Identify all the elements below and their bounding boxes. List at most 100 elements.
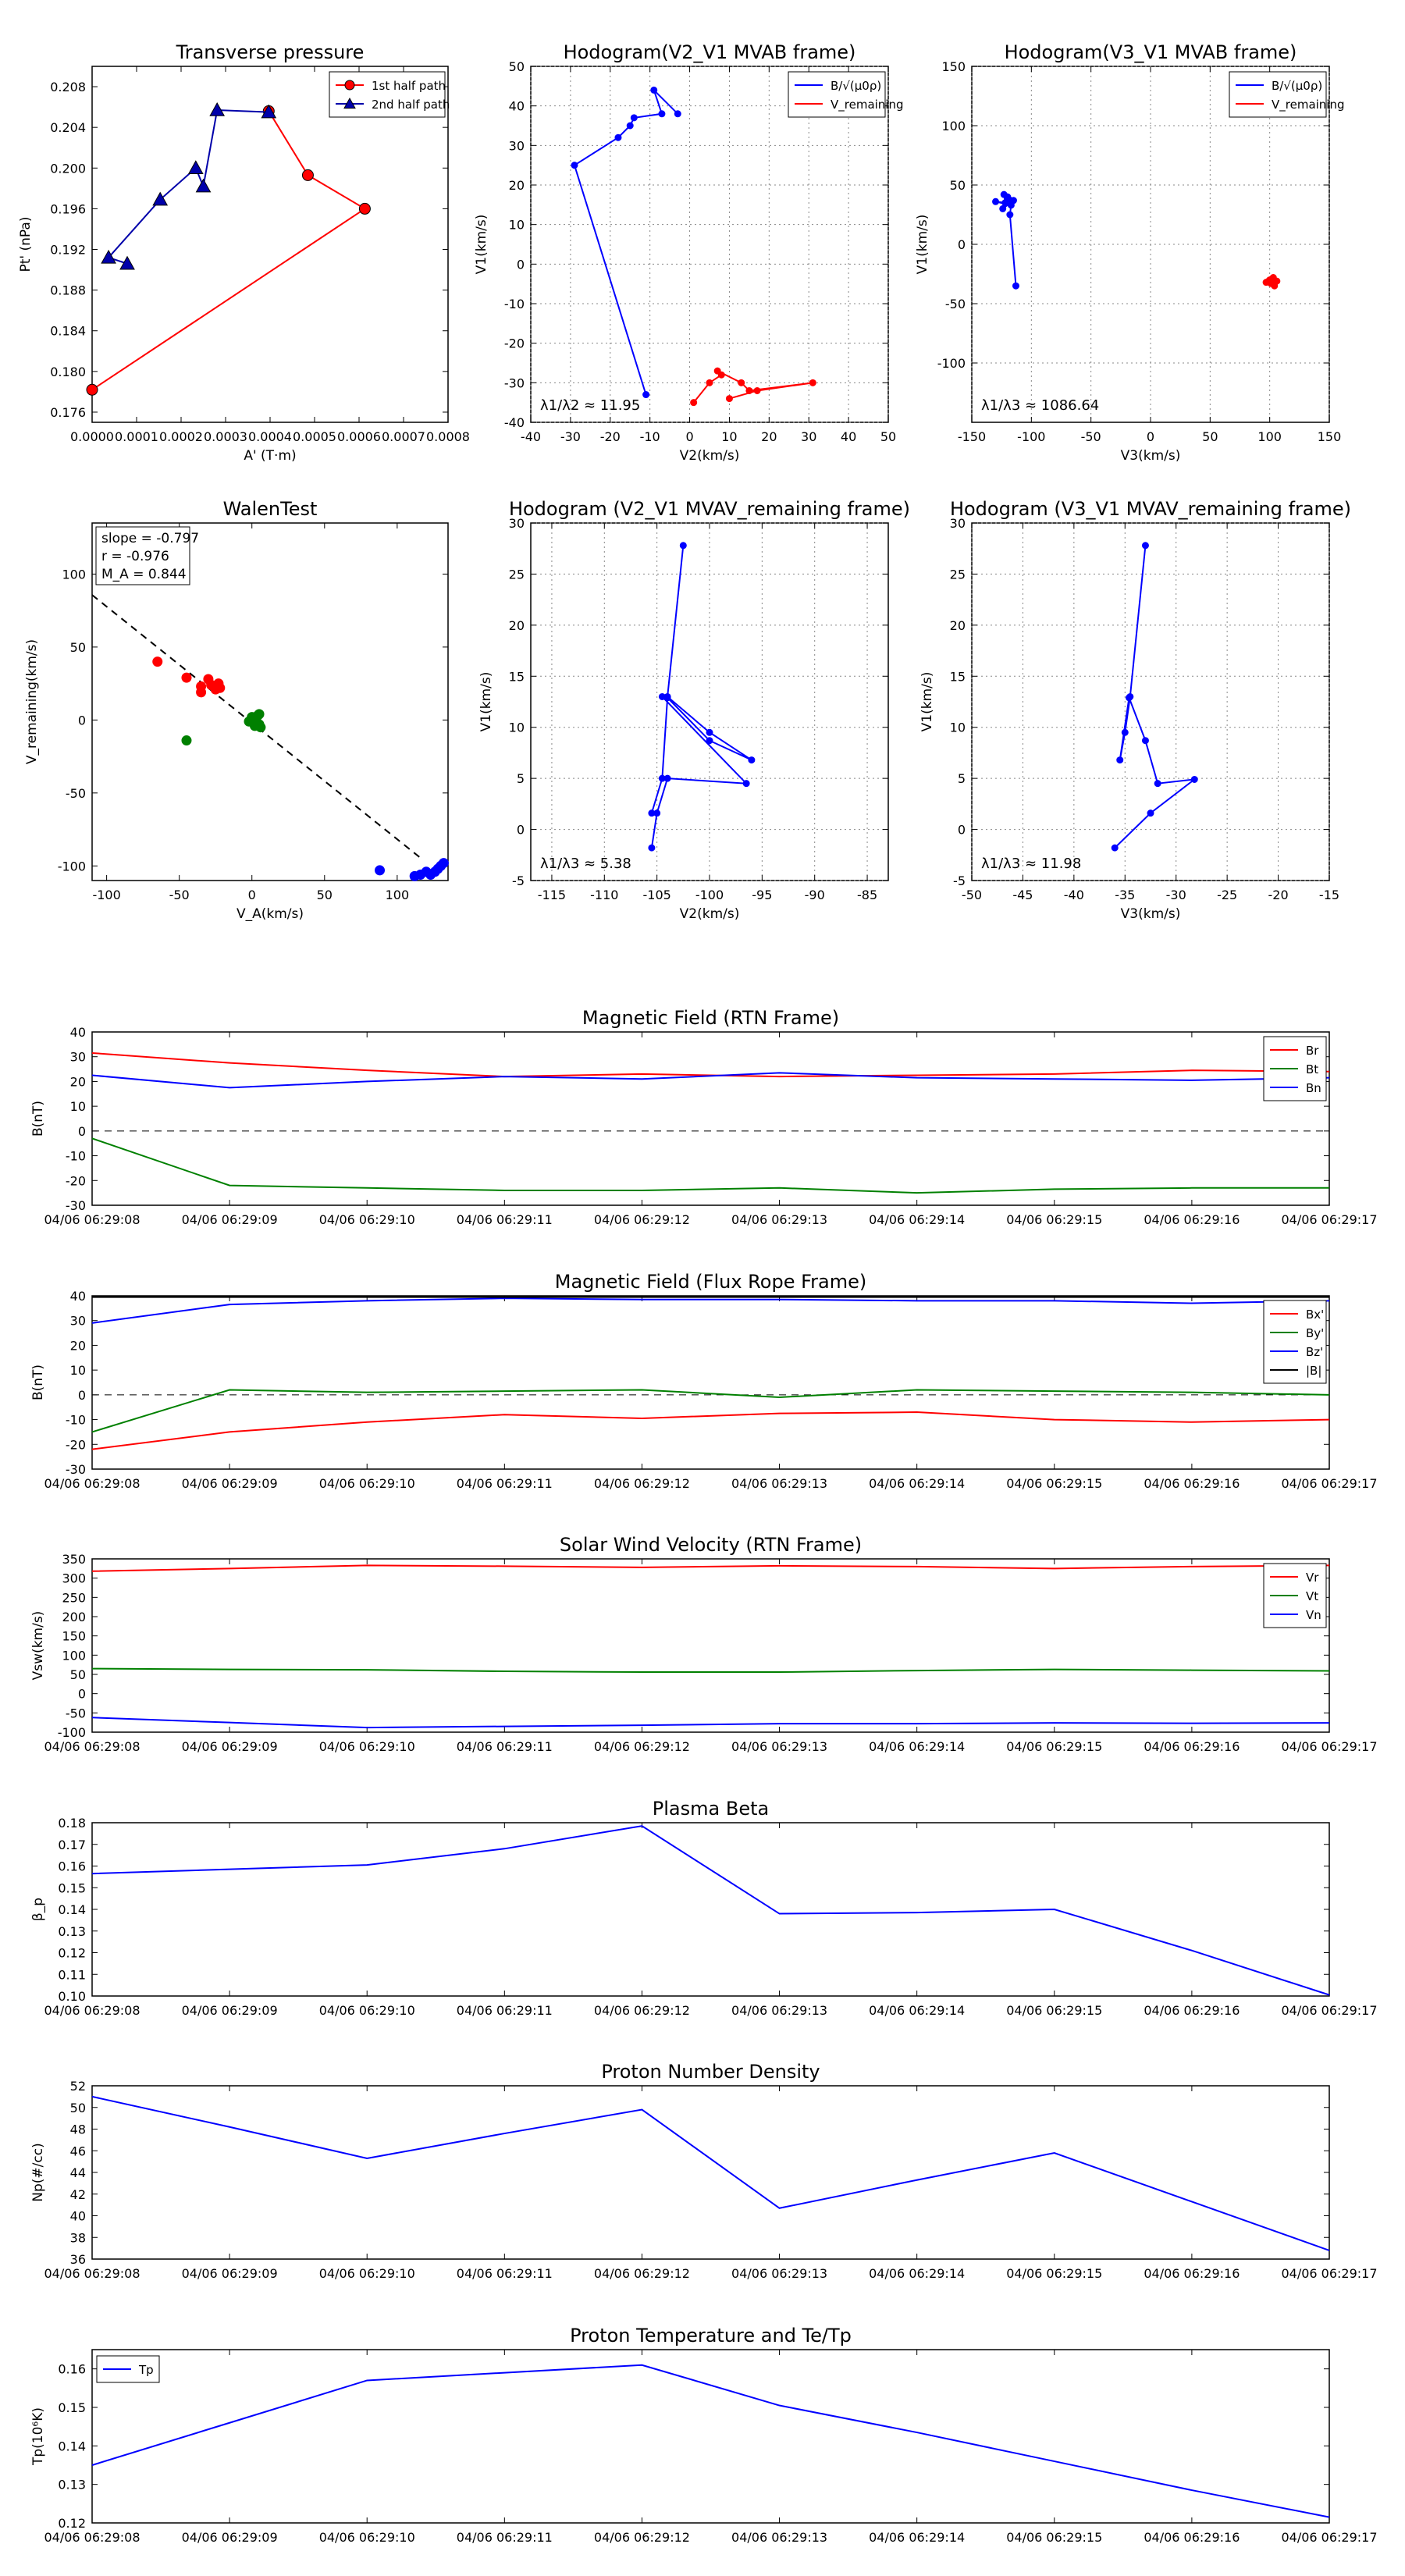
plot-area — [91, 1031, 1330, 1206]
x-axis-label: V3(km/s) — [1121, 448, 1181, 464]
x-tick-label: -90 — [805, 888, 825, 902]
y-tick-label: 0.17 — [58, 1838, 86, 1852]
y-tick-label: 0.184 — [50, 324, 86, 339]
y-tick-label: 50 — [70, 640, 86, 655]
series-line — [91, 2364, 1330, 2518]
y-tick-label: -5 — [512, 873, 525, 888]
x-tick-label: 04/06 06:29:10 — [319, 1739, 415, 1754]
eigen-ratio-annotation: λ1/λ3 ≈ 5.38 — [540, 856, 631, 872]
data-point — [1126, 694, 1133, 702]
x-tick-label: 04/06 06:29:08 — [44, 2266, 140, 2281]
x-tick-label: 04/06 06:29:13 — [731, 2003, 827, 2018]
data-point — [86, 383, 98, 396]
x-axis-label: V3(km/s) — [1121, 906, 1181, 922]
y-axis-label: B(nT) — [30, 1364, 46, 1400]
y-axis-label: Np(#/cc) — [30, 2143, 46, 2201]
y-tick-label: 30 — [70, 1314, 86, 1329]
x-tick-label: 04/06 06:29:14 — [869, 1739, 965, 1754]
y-tick-label: 50 — [70, 1667, 86, 1682]
x-tick-label: 04/06 06:29:09 — [182, 2530, 278, 2545]
x-tick-label: 04/06 06:29:09 — [182, 1212, 278, 1227]
y-tick-label: 30 — [70, 1050, 86, 1065]
x-tick-label: 04/06 06:29:15 — [1006, 1739, 1102, 1754]
x-tick-label: 04/06 06:29:16 — [1144, 1212, 1240, 1227]
y-tick-label: 0.12 — [58, 2516, 86, 2531]
legend-label: B/√(μ0ρ) — [1272, 79, 1322, 93]
x-tick-label: 0.0003 — [204, 429, 247, 444]
y-tick-label: 20 — [950, 618, 966, 633]
y-axis-label: V1(km/s) — [915, 215, 930, 275]
x-tick-label: -150 — [958, 429, 986, 444]
y-tick-label: 0 — [958, 823, 966, 838]
x-tick-label: 04/06 06:29:17 — [1281, 2266, 1377, 2281]
y-tick-label: 0.11 — [58, 1967, 86, 1982]
x-tick-label: 100 — [386, 888, 410, 902]
x-tick-label: 0.0006 — [337, 429, 381, 444]
y-tick-label: 50 — [950, 178, 966, 193]
y-tick-label: 52 — [70, 2079, 86, 2094]
data-point — [713, 367, 721, 375]
y-tick-label: 40 — [70, 1025, 86, 1040]
x-tick-label: -35 — [1115, 888, 1135, 902]
y-tick-label: 20 — [509, 178, 525, 193]
x-tick-label: 0.0007 — [382, 429, 425, 444]
y-tick-label: 15 — [950, 669, 966, 684]
chart-h1: Hodogram(V2_V1 MVAB frame) -40 -30 -20 -10 0 1… — [474, 41, 904, 464]
y-tick-label: 30 — [509, 516, 525, 531]
x-tick-label: 04/06 06:29:09 — [182, 1476, 278, 1491]
y-tick-label: 48 — [70, 2122, 86, 2137]
y-tick-label: 20 — [509, 618, 525, 633]
x-tick-label: 04/06 06:29:10 — [319, 2530, 415, 2545]
y-tick-label: -50 — [66, 786, 86, 801]
y-tick-label: -100 — [58, 1725, 86, 1740]
series-line — [91, 1072, 1330, 1089]
series-line — [1114, 545, 1197, 849]
y-tick-label: 0.16 — [58, 2362, 86, 2377]
data-point — [999, 205, 1007, 212]
data-point — [653, 809, 661, 817]
x-tick-label: 150 — [1318, 429, 1342, 444]
chart-h3: Hodogram (V2_V1 MVAV_remaining frame) -11… — [478, 498, 910, 922]
chart-title: Hodogram (V3_V1 MVAV_remaining frame) — [950, 498, 1351, 520]
x-tick-label: 04/06 06:29:08 — [44, 1476, 140, 1491]
y-axis-label: V1(km/s) — [919, 672, 935, 732]
data-point — [742, 780, 750, 788]
legend-label: Tp — [138, 2363, 154, 2377]
y-axis-label: Pt' (nPa) — [18, 217, 34, 272]
y-tick-label: 10 — [70, 1363, 86, 1378]
x-tick-label: 04/06 06:29:16 — [1144, 2003, 1240, 2018]
legend-label: V_remaining — [1272, 98, 1345, 112]
x-tick-label: 04/06 06:29:12 — [594, 1739, 690, 1754]
x-tick-label: 04/06 06:29:17 — [1281, 1476, 1377, 1491]
x-tick-label: -10 — [640, 429, 660, 444]
y-tick-label: 50 — [509, 59, 525, 74]
data-point — [1141, 542, 1149, 550]
x-tick-label: -20 — [1268, 888, 1289, 902]
x-axis-label: V2(km/s) — [680, 906, 740, 922]
y-tick-label: -50 — [945, 297, 966, 311]
chart-title: Magnetic Field (Flux Rope Frame) — [555, 1271, 866, 1293]
y-tick-label: 0.13 — [58, 2478, 86, 2492]
y-tick-label: -30 — [66, 1462, 86, 1477]
y-tick-label: 0 — [78, 1687, 86, 1702]
x-tick-label: 04/06 06:29:10 — [319, 1212, 415, 1227]
legend-label: Bz' — [1306, 1345, 1323, 1359]
y-tick-label: 0.188 — [50, 283, 86, 298]
y-tick-label: 0 — [517, 257, 525, 272]
x-tick-label: 04/06 06:29:14 — [869, 1476, 965, 1491]
y-tick-label: 0.14 — [58, 1902, 86, 1917]
chart-title: Proton Temperature and Te/Tp — [570, 2325, 852, 2347]
data-point — [706, 379, 713, 386]
x-tick-label: 04/06 06:29:15 — [1006, 2530, 1102, 2545]
series-line — [91, 1389, 1330, 1433]
x-tick-label: 04/06 06:29:11 — [457, 1476, 553, 1491]
data-point — [658, 692, 666, 700]
x-tick-label: 04/06 06:29:10 — [319, 1476, 415, 1491]
plot-area — [530, 66, 889, 423]
data-point — [215, 682, 226, 693]
data-point — [1116, 756, 1124, 764]
x-tick-label: 04/06 06:29:09 — [182, 1739, 278, 1754]
data-point — [152, 191, 169, 206]
plot-area — [91, 2085, 1330, 2260]
x-tick-label: 04/06 06:29:11 — [457, 1739, 553, 1754]
